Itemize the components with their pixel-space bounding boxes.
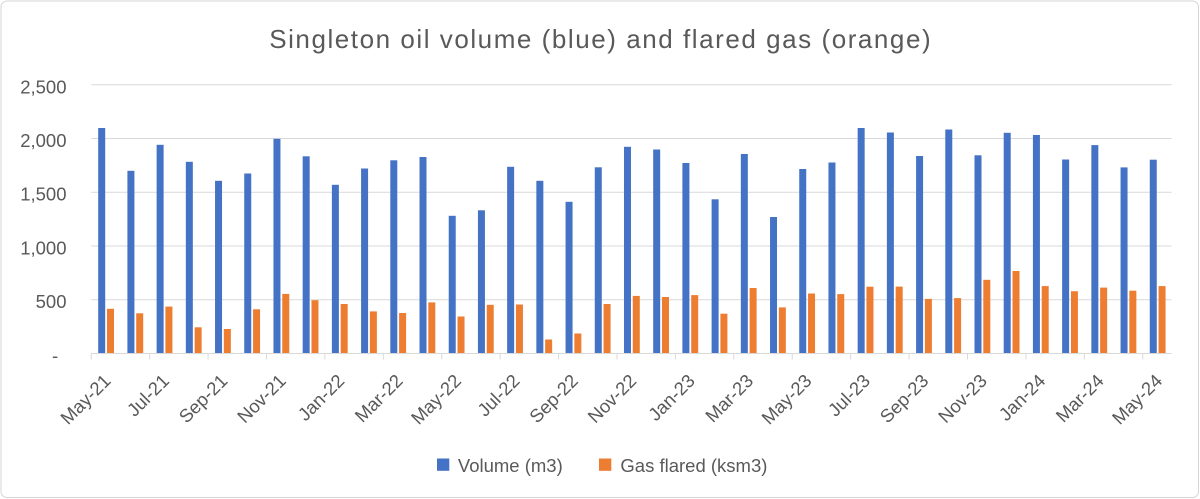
svg-text:2,000: 2,000	[20, 130, 66, 151]
svg-text:1,000: 1,000	[20, 237, 66, 258]
svg-text:Singleton oil volume (blue) an: Singleton oil volume (blue) and flared g…	[269, 24, 932, 54]
svg-text:1,500: 1,500	[20, 184, 66, 205]
svg-text:-: -	[52, 345, 58, 366]
svg-text:Volume (m3): Volume (m3)	[458, 455, 563, 476]
svg-text:500: 500	[36, 291, 67, 312]
svg-text:Gas flared (ksm3): Gas flared (ksm3)	[620, 455, 767, 476]
svg-text:2,500: 2,500	[20, 76, 66, 97]
